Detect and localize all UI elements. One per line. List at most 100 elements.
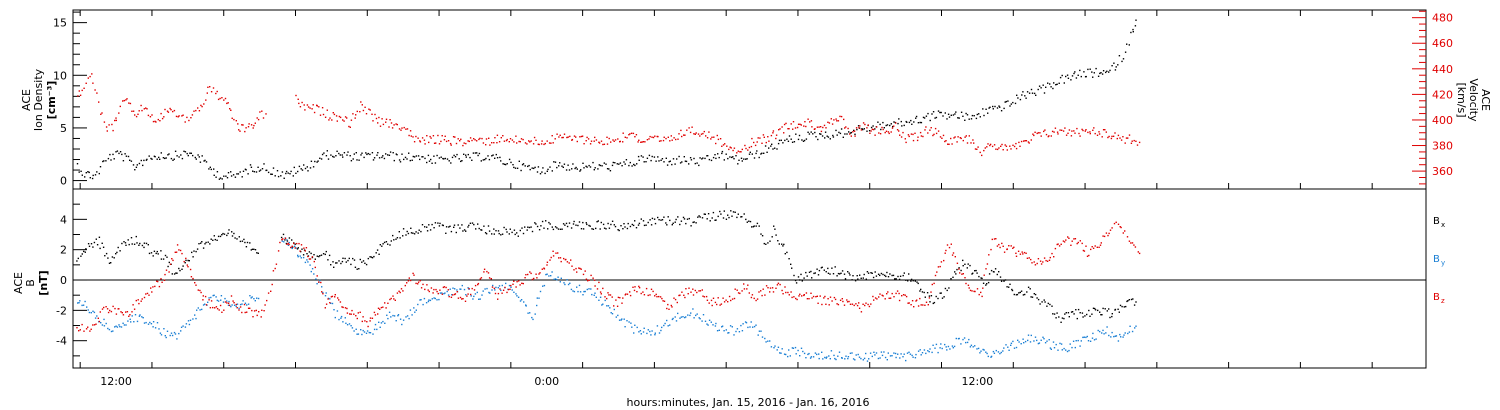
bz-point — [769, 291, 771, 293]
velocity-point — [396, 123, 398, 126]
velocity-point — [1010, 148, 1012, 150]
bx-point — [577, 224, 579, 227]
density-point — [562, 166, 564, 168]
density-point — [267, 171, 270, 174]
density-point — [917, 122, 920, 124]
by-point — [917, 350, 920, 352]
density-point — [723, 159, 725, 161]
by-point — [478, 298, 480, 300]
density-point — [382, 155, 384, 157]
by-point — [402, 319, 405, 321]
bx-point — [434, 222, 437, 224]
by-point — [313, 273, 315, 275]
velocity-point — [939, 136, 942, 138]
bz-point — [1010, 245, 1012, 247]
density-point — [1031, 92, 1034, 94]
bz-point — [1068, 237, 1070, 239]
by-point — [115, 325, 117, 327]
bz-point — [105, 306, 107, 308]
by-point — [868, 358, 870, 360]
velocity-point — [811, 126, 813, 128]
bz-point — [816, 295, 818, 297]
bx-point — [820, 267, 823, 269]
bz-point — [1088, 254, 1090, 257]
density-point — [363, 156, 365, 159]
density-point — [1065, 75, 1067, 78]
velocity-point — [953, 137, 955, 139]
density-point — [326, 150, 328, 152]
bz-point — [559, 257, 562, 259]
bz-point — [810, 292, 812, 294]
bx-point — [752, 226, 755, 228]
bx-point — [697, 216, 699, 218]
velocity-point — [807, 118, 809, 120]
velocity-point — [329, 117, 331, 119]
bz-point — [711, 304, 713, 307]
bx-point — [95, 238, 97, 240]
velocity-point — [966, 142, 969, 144]
bz-point — [902, 294, 905, 296]
by-point — [992, 350, 995, 353]
velocity-point — [114, 119, 116, 122]
bx-point — [1047, 302, 1049, 305]
density-point — [209, 166, 211, 168]
bx-point — [379, 244, 381, 246]
bz-point — [1109, 229, 1112, 231]
density-point — [122, 160, 125, 162]
bz-point — [874, 297, 877, 299]
by-point — [774, 345, 776, 347]
density-point — [824, 137, 826, 139]
velocity-point — [182, 114, 184, 116]
bz-point — [658, 295, 660, 298]
density-point — [838, 131, 840, 134]
density-point — [958, 117, 960, 119]
density-point — [621, 165, 623, 167]
by-point — [120, 326, 123, 328]
bx-point — [874, 271, 876, 273]
bx-point — [988, 273, 991, 275]
velocity-point — [1015, 142, 1017, 145]
bx-point — [1027, 286, 1030, 288]
density-point — [156, 158, 158, 160]
bx-point — [685, 222, 687, 225]
bz-point — [825, 303, 827, 305]
bz-point — [357, 312, 359, 314]
bx-point — [390, 240, 392, 242]
by-point — [169, 334, 171, 337]
density-point — [327, 158, 330, 160]
velocity-point — [736, 152, 738, 154]
by-point — [340, 315, 343, 318]
by-point — [164, 335, 166, 337]
bz-point — [246, 311, 248, 313]
bx-point — [506, 231, 508, 233]
velocity-point — [922, 135, 924, 138]
density-point — [325, 155, 328, 157]
bx-point — [123, 241, 125, 243]
by-point — [542, 285, 544, 287]
density-point — [603, 162, 605, 164]
by-point — [706, 323, 708, 325]
field-tick-label-2: 0 — [60, 274, 67, 287]
velocity-point — [518, 140, 520, 143]
bx-point — [637, 224, 640, 226]
bx-point — [524, 226, 526, 228]
bx-point — [813, 272, 815, 275]
bz-point — [801, 295, 803, 297]
bx-point — [1063, 317, 1065, 320]
by-point — [1115, 335, 1118, 337]
by-point — [516, 295, 518, 297]
by-point — [920, 354, 922, 356]
bx-point — [832, 273, 835, 275]
bx-point — [937, 297, 939, 300]
density-point — [342, 156, 344, 158]
bx-point — [200, 242, 202, 244]
velocity-point — [1098, 133, 1101, 135]
bz-point — [199, 289, 201, 292]
velocity-point — [378, 116, 380, 119]
bz-point — [452, 294, 454, 296]
velocity-point — [753, 141, 755, 144]
by-point — [990, 355, 993, 358]
bx-point — [410, 227, 412, 229]
velocity-point — [503, 140, 506, 142]
by-point — [479, 298, 481, 300]
